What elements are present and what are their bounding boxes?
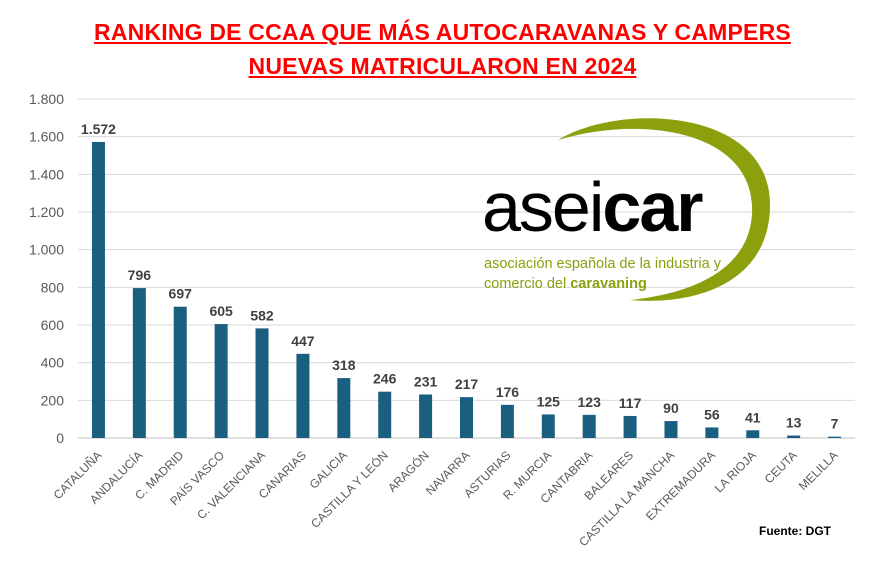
data-label: 231 — [414, 373, 438, 389]
y-tick-label: 400 — [41, 355, 65, 371]
data-label: 13 — [786, 415, 802, 431]
y-tick-label: 200 — [41, 392, 65, 408]
bar — [746, 430, 760, 438]
aseicar-logo: aseicar asociación española de la indust… — [470, 110, 770, 310]
bar — [460, 397, 473, 438]
y-tick-label: 1.800 — [29, 91, 64, 107]
data-label: 447 — [291, 333, 315, 349]
y-tick-label: 1.600 — [29, 129, 64, 145]
data-label: 697 — [169, 286, 193, 302]
bar — [255, 328, 269, 438]
data-label: 796 — [128, 267, 152, 283]
gridlines — [78, 98, 855, 439]
data-label: 117 — [619, 395, 642, 411]
bar — [500, 404, 514, 438]
value-labels: 1.572 796 697 605 582 447 318 246 231 217 176 125 12… — [81, 121, 839, 432]
data-label: 123 — [578, 394, 602, 410]
data-label: 1.572 — [81, 121, 116, 137]
chart-title-line-2: NUEVAS MATRICULARON EN 2024 — [248, 53, 637, 79]
bar — [787, 435, 801, 438]
y-tick-label: 800 — [41, 279, 65, 295]
logo-wordmark: aseicar — [482, 168, 704, 246]
y-tick-label: 1.400 — [29, 166, 64, 182]
bar — [705, 427, 719, 438]
data-label: 7 — [831, 416, 839, 432]
y-axis-ticks: 0 200 400 600 800 1.000 1.200 1.400 1.600 1.800 — [29, 91, 64, 446]
y-tick-label: 1.000 — [29, 242, 64, 258]
x-tick-label: CEUTA — [762, 448, 800, 486]
bar — [623, 415, 637, 438]
bar — [664, 421, 678, 438]
logo-tagline-2: comercio del caravaning — [484, 276, 647, 292]
data-label: 217 — [455, 376, 479, 392]
data-label: 90 — [663, 400, 679, 416]
bar — [214, 324, 228, 438]
bar — [419, 394, 433, 438]
x-tick-label: LA RIOJA — [712, 448, 759, 495]
bar — [132, 288, 146, 438]
bar — [582, 414, 596, 438]
y-tick-label: 0 — [56, 430, 64, 446]
y-tick-label: 1.200 — [29, 204, 64, 220]
x-tick-label: CASTILLA Y LEÓN — [307, 448, 390, 531]
bar — [828, 436, 842, 438]
x-tick-label: EXTREMADURA — [643, 448, 718, 523]
data-label: 125 — [537, 393, 561, 409]
x-tick-label: MELILLA — [796, 448, 841, 493]
data-label: 318 — [332, 357, 356, 373]
data-label: 41 — [745, 409, 761, 425]
y-tick-label: 600 — [41, 317, 65, 333]
data-label: 582 — [250, 307, 274, 323]
logo-tagline-1: asociación española de la industria y — [484, 256, 721, 272]
bars — [91, 141, 842, 438]
bar — [337, 378, 351, 438]
data-label: 176 — [496, 384, 520, 400]
bar — [378, 391, 392, 438]
source-note: Fuente: DGT — [759, 524, 831, 538]
data-label: 246 — [373, 371, 397, 387]
chart-title-line-1: RANKING DE CCAA QUE MÁS AUTOCARAVANAS Y … — [94, 19, 791, 45]
bar — [91, 141, 105, 438]
bar — [173, 306, 187, 438]
bar — [541, 414, 555, 438]
bar — [296, 353, 310, 438]
data-label: 56 — [704, 406, 720, 422]
data-label: 605 — [209, 303, 233, 319]
